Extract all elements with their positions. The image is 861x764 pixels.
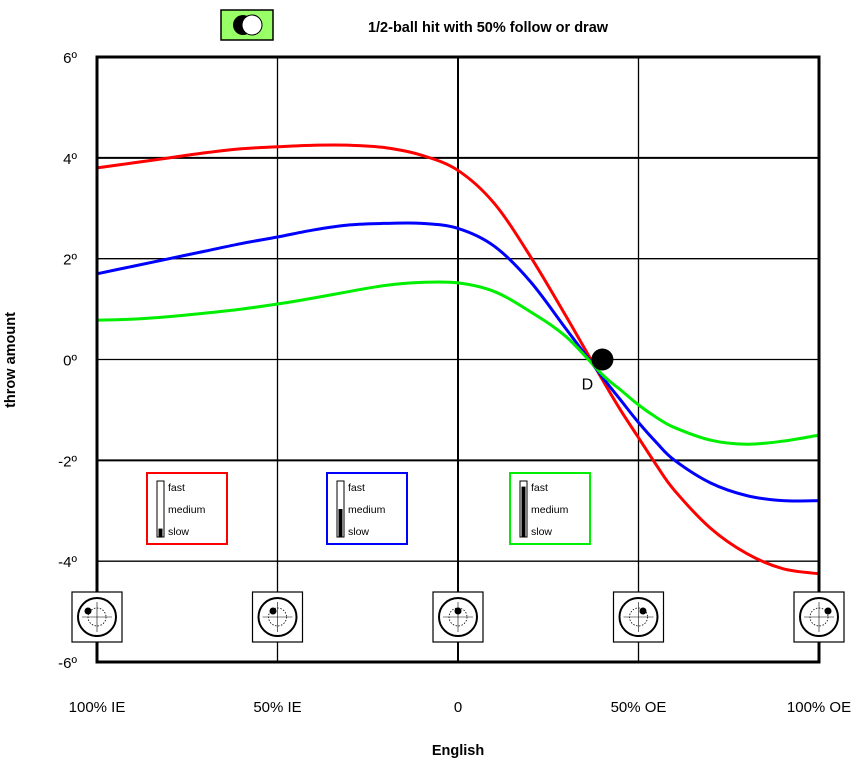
cue-tip-contact-2 (454, 607, 462, 615)
x-tick-label-2: 0 (454, 699, 462, 716)
y-tick-label-0: 6º (63, 50, 77, 67)
cue-tip-contact-1 (269, 607, 277, 615)
cue-ball-diagrams (71, 591, 845, 643)
speed-label-slow-2: slow (531, 526, 552, 538)
y-tick-label-1: 4º (63, 151, 77, 168)
cue-tip-contact-0 (84, 607, 92, 615)
speed-box-0: fast medium slow (146, 472, 228, 545)
x-tick-label-3: 50% OE (611, 699, 667, 716)
series-line-1 (96, 221, 820, 503)
cue-tip-contact-4 (824, 607, 832, 615)
annotation-label-0: D (582, 377, 594, 394)
plot-border (95, 55, 821, 664)
series-lines (96, 143, 820, 576)
y-tick-label-2: 2º (63, 252, 77, 269)
x-axis-label: English (432, 743, 484, 759)
grid-lines (97, 57, 819, 662)
speed-gauge-fill-0 (158, 528, 163, 537)
cue-tip-contact-3 (639, 607, 647, 615)
speed-label-slow-1: slow (348, 526, 369, 538)
y-axis-label: throw amount (3, 312, 19, 408)
series-line-2 (96, 280, 820, 446)
speed-label-fast-0: fast (168, 482, 185, 494)
speed-box-2: fast medium slow (509, 472, 591, 545)
chart-title: 1/2-ball hit with 50% follow or draw (368, 20, 609, 36)
x-tick-label-1: 50% IE (253, 699, 301, 716)
cue-ball-tip-icon-3 (612, 591, 665, 643)
cue-ball-tip-icon-4 (793, 591, 845, 643)
speed-label-medium-1: medium (348, 504, 386, 516)
speed-box-1: fast medium slow (326, 472, 408, 545)
y-tick-label-4: -2º (58, 453, 77, 470)
cue-ball-tip-icon-0 (71, 591, 123, 643)
data-point-marks: D (582, 348, 614, 394)
speed-label-fast-2: fast (531, 482, 548, 494)
y-tick-label-6: -6º (58, 655, 77, 672)
x-tick-label-0: 100% IE (69, 699, 126, 716)
y-tick-label-5: -4º (58, 554, 77, 571)
speed-label-fast-1: fast (348, 482, 365, 494)
legend-icon-cue-ball-dash (241, 14, 263, 36)
x-tick-label-4: 100% OE (787, 699, 851, 716)
series-line-0 (96, 143, 820, 576)
speed-gauge-fill-2 (521, 486, 526, 537)
speed-label-slow-0: slow (168, 526, 189, 538)
cue-ball-tip-icon-2 (432, 591, 484, 643)
speed-label-medium-2: medium (531, 504, 569, 516)
plot-frame (95, 55, 821, 664)
cue-ball-tip-icon-1 (251, 591, 304, 643)
speed-gauge-fill-1 (338, 509, 343, 537)
annotation-point-0 (591, 348, 614, 371)
tick-labels: 6º 4º 2º 0º -2º -4º -6º 100% IE 50% IE 0 50% OE 100… (58, 50, 851, 716)
speed-boxes: fast medium slow fast medium slow fast medium sl… (146, 472, 591, 545)
y-tick-label-3: 0º (63, 353, 77, 370)
speed-label-medium-0: medium (168, 504, 206, 516)
half-ball-hit-icon (220, 9, 274, 41)
